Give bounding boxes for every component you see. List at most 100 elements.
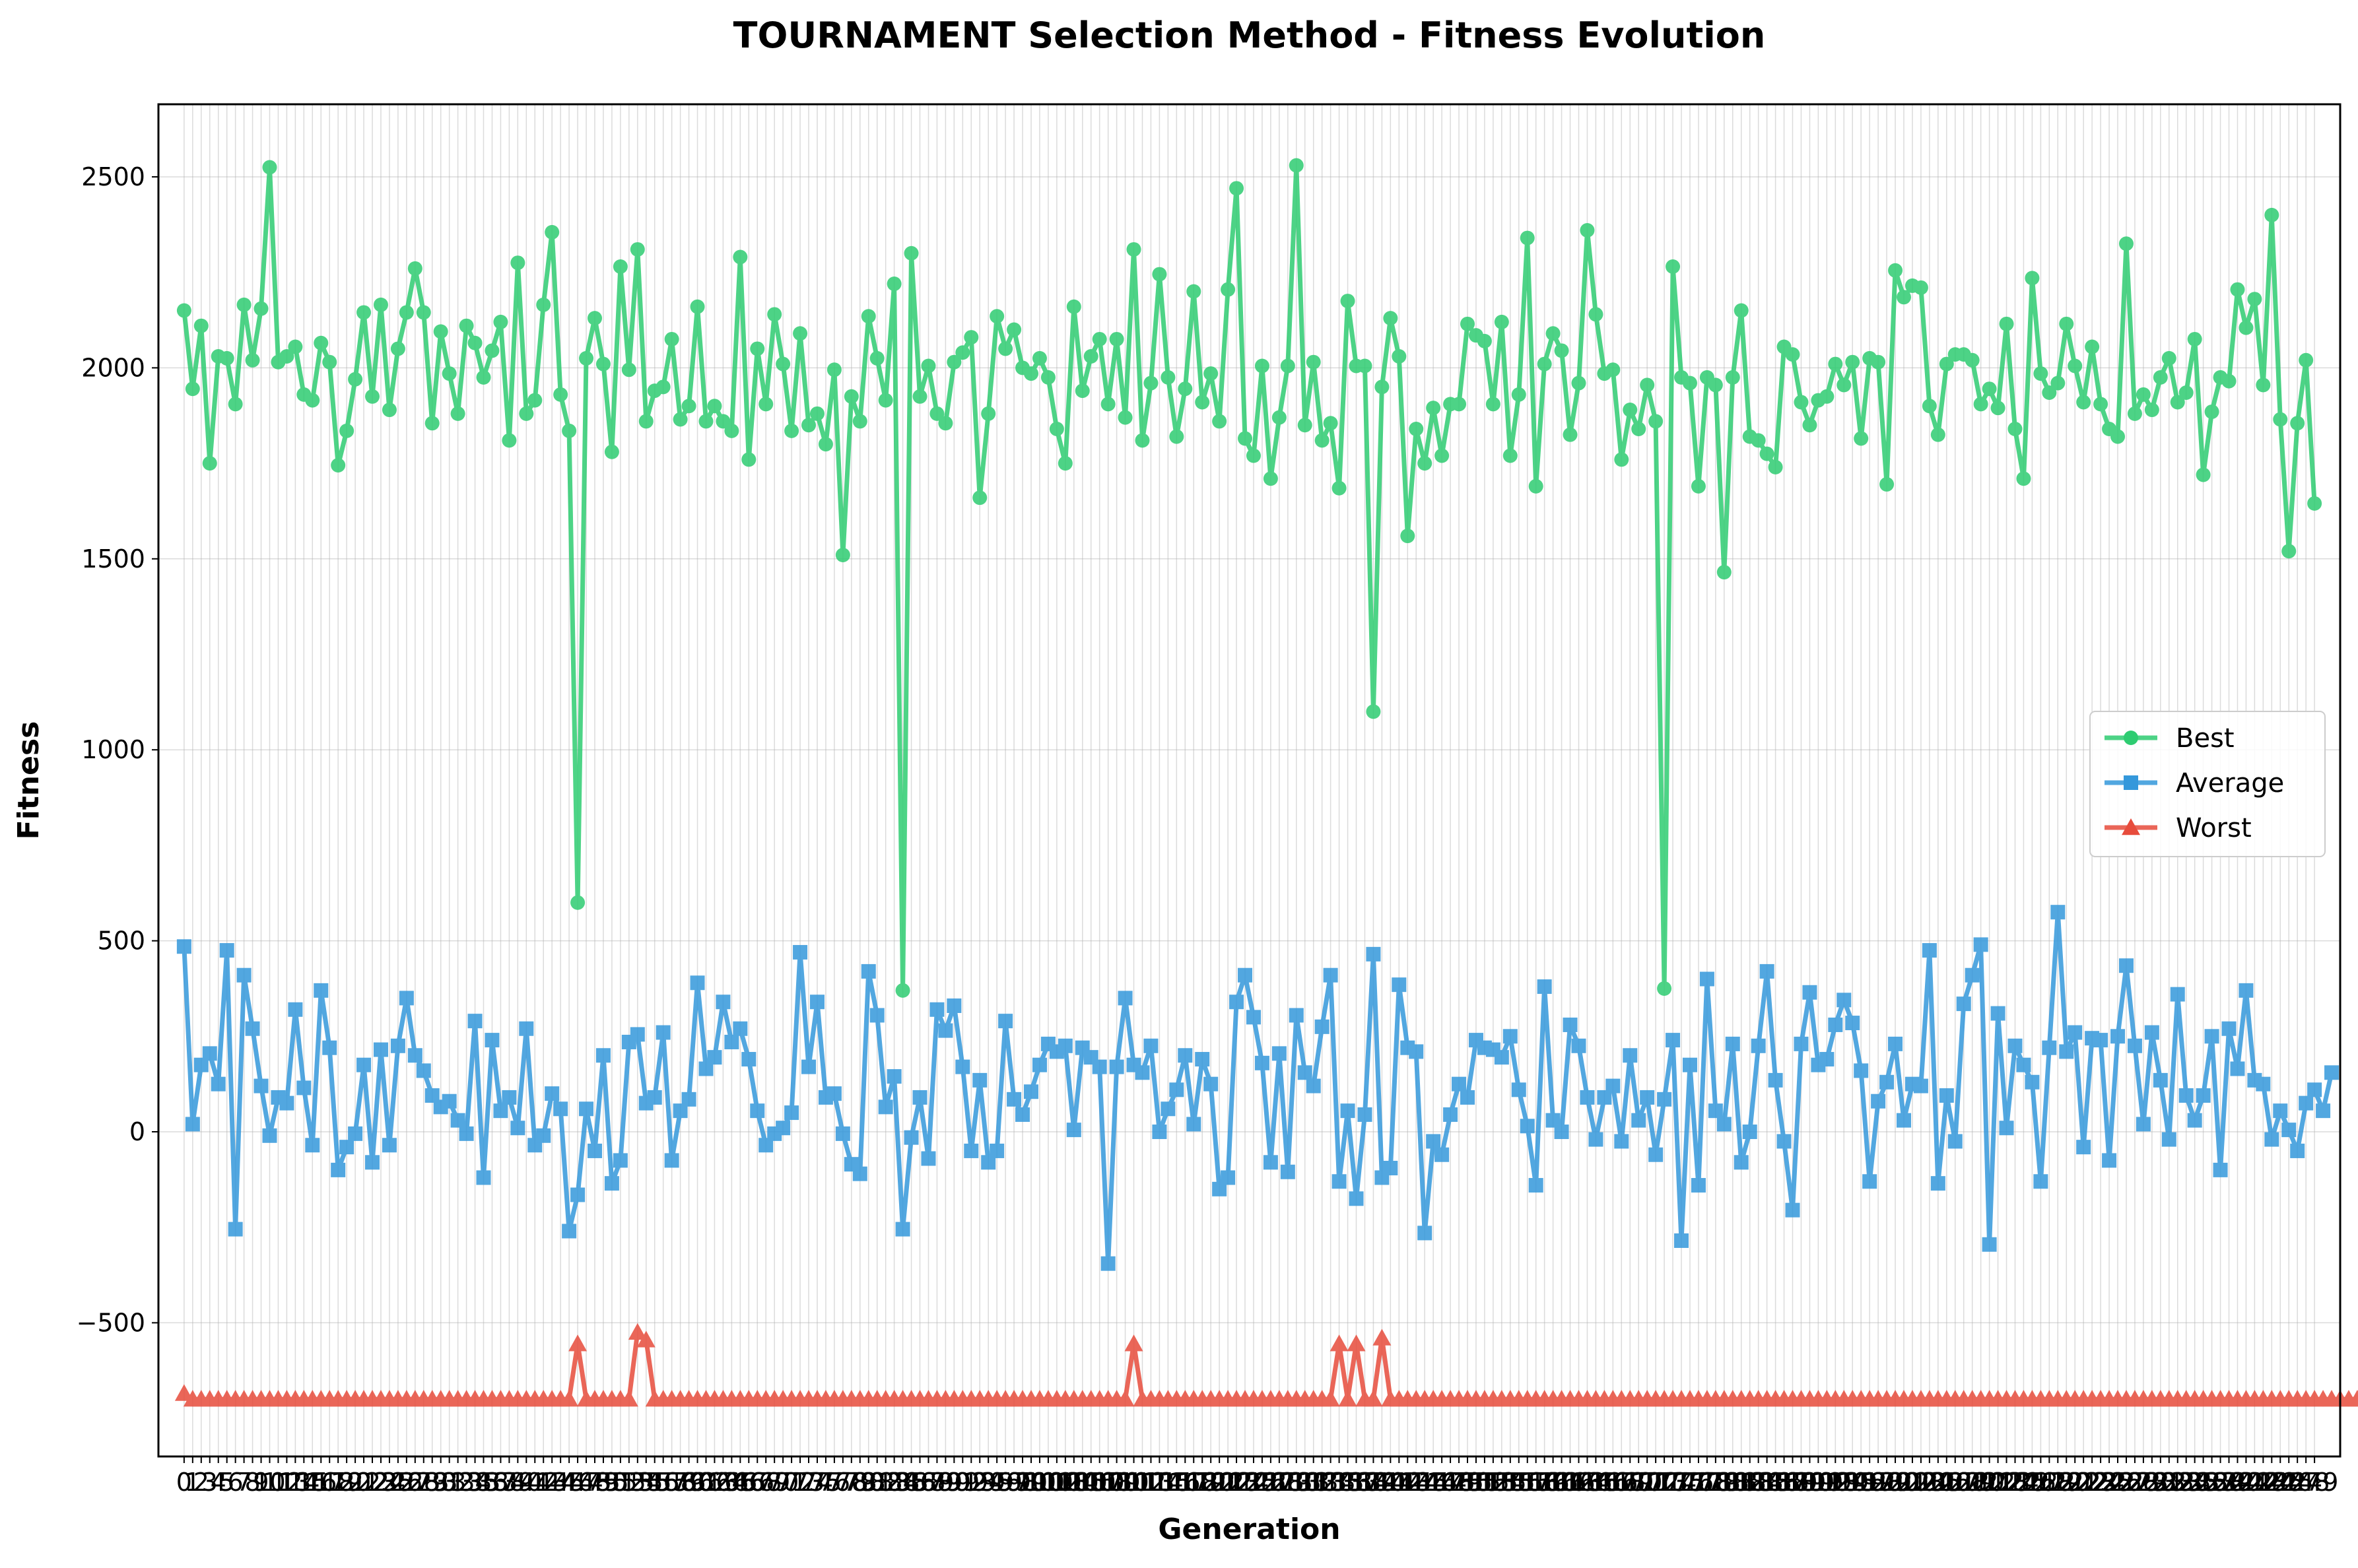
average-point: [1323, 967, 1338, 983]
average-point: [1426, 1134, 1441, 1149]
worst-point: [1364, 1390, 1383, 1407]
best-point: [314, 335, 329, 350]
best-point: [588, 311, 602, 326]
average-point: [1682, 1057, 1697, 1072]
best-point: [972, 490, 988, 506]
average-point: [1186, 1117, 1201, 1132]
best-point: [793, 326, 808, 341]
best-point: [407, 261, 422, 276]
best-point: [1203, 366, 1219, 381]
average-point: [279, 1095, 294, 1111]
best-point: [826, 362, 842, 377]
x-tick-label: 247: [2274, 1468, 2322, 1497]
average-point: [929, 1002, 945, 1017]
best-point: [1725, 370, 1740, 385]
x-tick-label: 74: [801, 1468, 833, 1497]
y-tick-label: −500: [77, 1308, 145, 1337]
y-tick-label: 500: [97, 927, 145, 956]
best-point: [1657, 981, 1672, 996]
average-point: [964, 1143, 979, 1158]
x-tick-label: 97: [998, 1468, 1030, 1497]
x-tick-label: 156: [1495, 1468, 1543, 1497]
x-tick-label: 106: [1067, 1468, 1115, 1497]
average-point: [2033, 1174, 2048, 1189]
best-point: [2136, 387, 2151, 402]
legend: Best Average Worst: [2089, 711, 2326, 857]
x-tick-label: 129: [1264, 1468, 1312, 1497]
average-point: [545, 1086, 560, 1101]
average-point: [1854, 1063, 1869, 1078]
x-tick-label: 20: [339, 1468, 371, 1497]
best-point: [947, 354, 962, 370]
x-tick-label: 154: [1478, 1468, 1526, 1497]
x-tick-label: 64: [716, 1468, 747, 1497]
best-point: [2178, 385, 2194, 401]
average-point: [211, 1076, 226, 1092]
x-tick-label: 209: [1948, 1468, 1996, 1497]
x-tick-label: 115: [1144, 1468, 1192, 1497]
x-tick-label: 155: [1487, 1468, 1535, 1497]
best-point: [2187, 331, 2202, 346]
x-tick-label: 146: [1409, 1468, 1458, 1497]
x-tick-label: 189: [1777, 1468, 1825, 1497]
average-point: [1674, 1233, 1689, 1248]
average-point: [1666, 1033, 1681, 1048]
best-point: [228, 397, 243, 412]
average-point: [1195, 1052, 1210, 1067]
average-point: [1289, 1008, 1304, 1023]
best-point: [1229, 181, 1244, 196]
best-point: [733, 249, 748, 265]
average-point: [1691, 1178, 1706, 1193]
average-point: [801, 1059, 817, 1074]
x-tick-label: 34: [459, 1468, 490, 1497]
best-point: [904, 245, 919, 261]
average-point: [1580, 1090, 1595, 1105]
best-point: [2264, 207, 2279, 222]
best-point: [2068, 358, 2083, 374]
average-point: [955, 1059, 970, 1074]
best-point: [1049, 421, 1064, 436]
best-point: [2239, 320, 2254, 335]
x-tick-label: 44: [545, 1468, 576, 1497]
best-point: [1708, 377, 1723, 393]
x-tick-label: 41: [519, 1468, 551, 1497]
best-point: [365, 389, 380, 404]
best-point: [2118, 236, 2134, 251]
best-point: [502, 433, 517, 448]
x-tick-label: 107: [1075, 1468, 1124, 1497]
best-point: [245, 352, 260, 368]
best-point: [1118, 410, 1133, 425]
x-tick-label: 95: [981, 1468, 1013, 1497]
best-point: [305, 393, 320, 408]
x-tick-label: 96: [990, 1468, 1021, 1497]
best-point: [1571, 376, 1586, 391]
x-tick-label: 200: [1871, 1468, 1920, 1497]
x-tick-label: 109: [1093, 1468, 1141, 1497]
best-point: [638, 414, 654, 429]
average-point: [2213, 1162, 2228, 1177]
x-tick-label: 149: [1435, 1468, 1483, 1497]
x-tick-label: 87: [912, 1468, 944, 1497]
x-tick-label: 85: [895, 1468, 927, 1497]
average-point: [1349, 1191, 1364, 1206]
x-tick-label: 167: [1589, 1468, 1637, 1497]
x-tick-label: 188: [1768, 1468, 1817, 1497]
average-point: [2050, 905, 2066, 920]
average-point: [2102, 1153, 2117, 1168]
average-point: [1392, 977, 1407, 993]
x-tick-label: 214: [1991, 1468, 2039, 1497]
worst-point: [568, 1334, 588, 1352]
average-point: [1897, 1113, 1911, 1128]
best-point: [1126, 242, 1141, 257]
best-point: [2085, 339, 2100, 354]
x-tick-label: 126: [1238, 1468, 1287, 1497]
average-point: [1999, 1121, 2014, 1136]
x-tick-label: 174: [1649, 1468, 1697, 1497]
x-tick-label: 54: [630, 1468, 662, 1497]
x-tick-label: 178: [1683, 1468, 1732, 1497]
average-point: [442, 1094, 457, 1109]
best-point: [2007, 421, 2023, 436]
x-tick-label: 14: [288, 1468, 320, 1497]
best-point: [1922, 399, 1937, 414]
worst-point: [2347, 1390, 2358, 1407]
